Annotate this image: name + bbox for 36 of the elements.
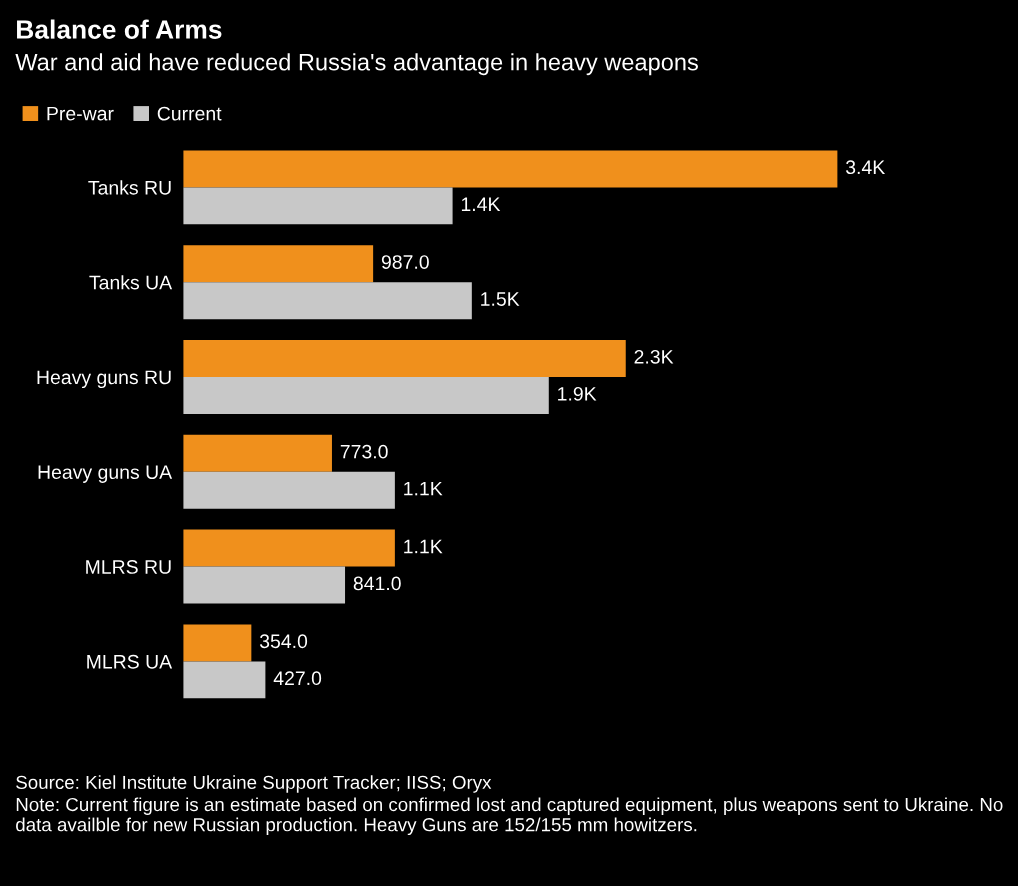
bar	[183, 376, 549, 414]
data-label: 427.0	[273, 671, 322, 686]
data-label: 3.4K	[845, 160, 886, 175]
bar	[183, 150, 838, 188]
data-label: 1.1K	[404, 481, 443, 496]
data-label: 773.0	[340, 444, 388, 459]
source-note: Source: Kiel Institute Ukraine Support Tracker; IISS; Oryx	[16, 775, 492, 793]
data-label: 1.1K	[404, 539, 443, 554]
y-tick-label: Heavy guns UA	[38, 465, 173, 483]
chart-title: Balance of Arms	[17, 19, 222, 39]
bar	[183, 245, 374, 283]
chart-subtitle: War and aid have reduced Russia's advantage in heavy weapons	[15, 53, 698, 76]
bar	[183, 661, 266, 699]
data-label: 1.9K	[558, 386, 597, 401]
bar	[183, 624, 252, 662]
bar	[183, 187, 453, 225]
bar	[183, 282, 472, 320]
text: Note: Current figure is an estimate based on confirmed lost and captured equipment, plus weapons sent to Ukraine. No data availble for new Russian production. Heavy Guns are 152/155 mm howitzers.	[16, 797, 1003, 836]
data-label: 987.0	[381, 255, 429, 269]
bar	[183, 434, 332, 472]
legend-label: Current	[157, 106, 222, 121]
bar	[183, 340, 626, 377]
y-tick-label: Tanks UA	[89, 275, 173, 290]
y-tick-label: MLRS UA	[87, 654, 173, 669]
bar	[183, 471, 395, 509]
bar	[183, 566, 346, 604]
data-label: 1.5K	[481, 292, 520, 306]
data-label: 2.3K	[634, 349, 674, 364]
bar	[183, 529, 395, 567]
y-tick-label: Heavy guns RU	[37, 370, 171, 389]
data-label: 1.4K	[461, 197, 501, 211]
y-tick-label: MLRS RU	[86, 560, 171, 574]
data-label: 841.0	[353, 576, 401, 591]
y-tick-label: Tanks RU	[88, 180, 171, 195]
data-label: 354.0	[259, 634, 308, 649]
legend-label: Pre-war	[47, 106, 114, 121]
